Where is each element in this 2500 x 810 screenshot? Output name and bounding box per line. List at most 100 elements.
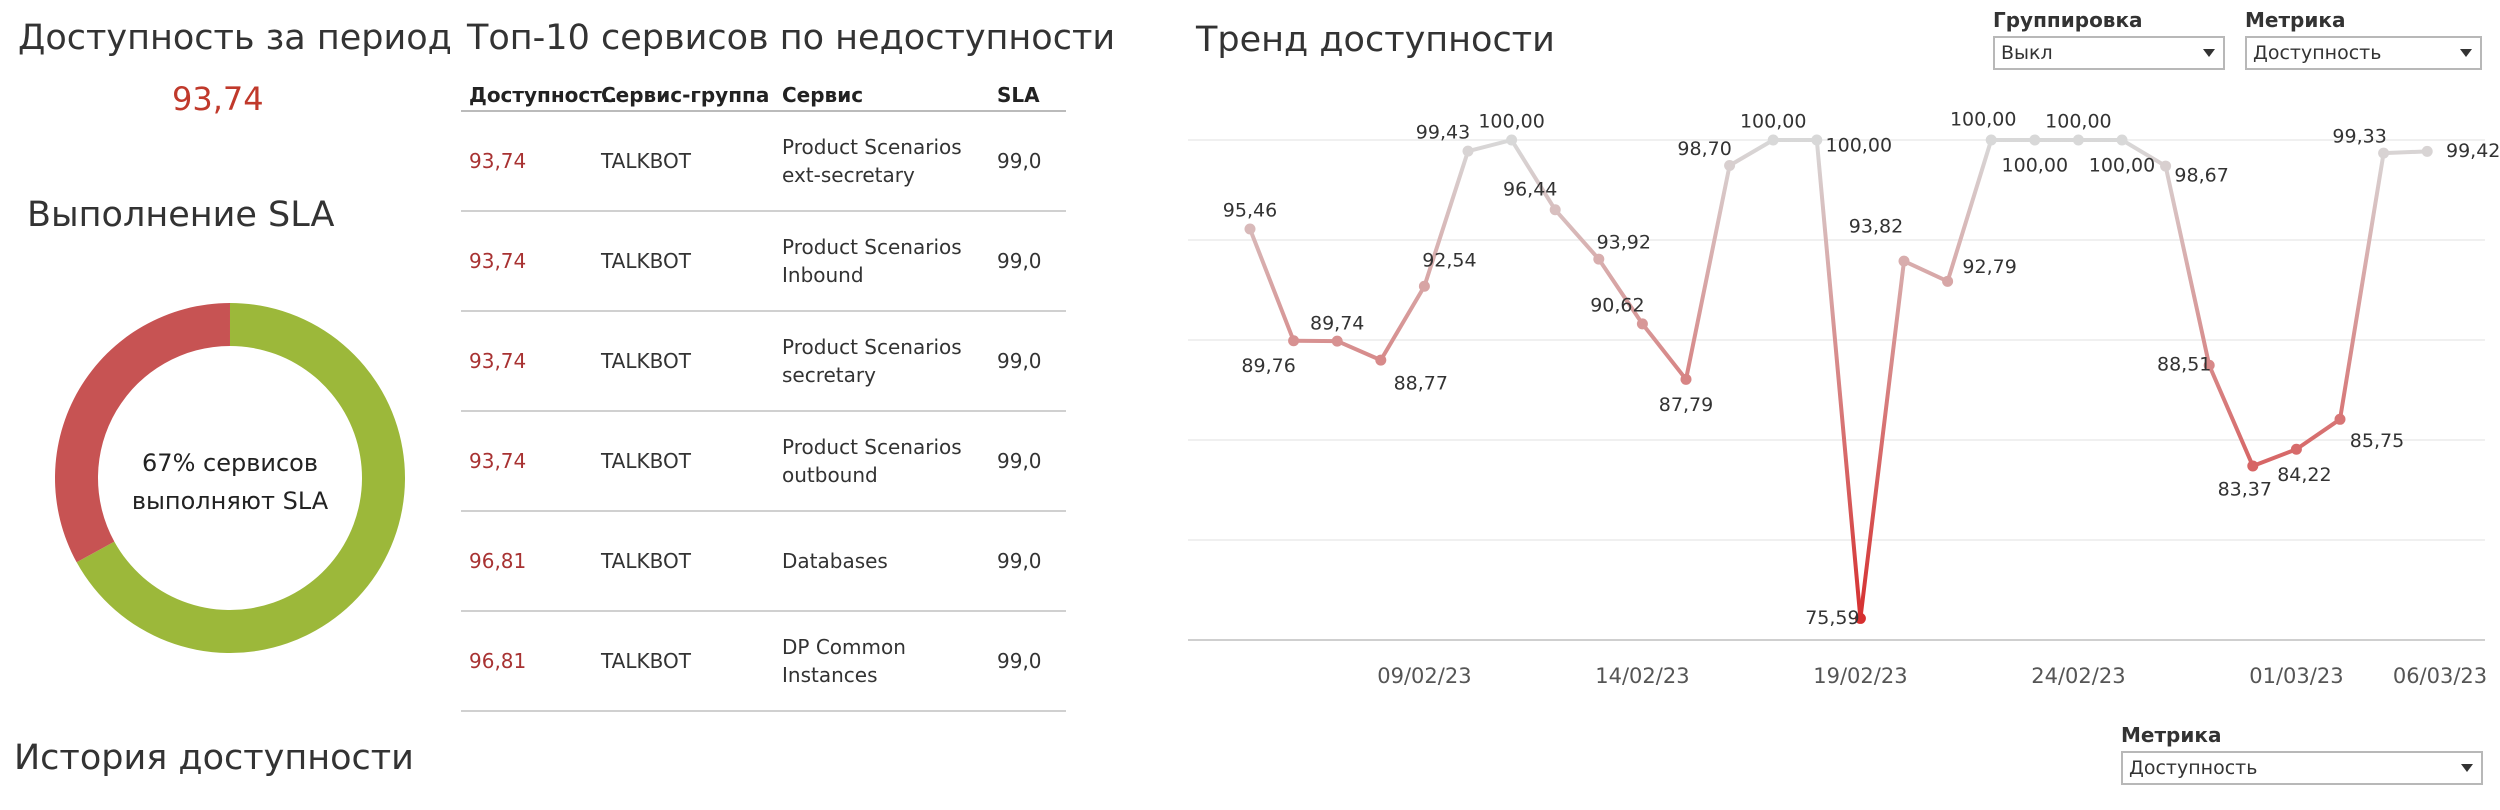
- cell-availability: 96,81: [469, 549, 527, 573]
- table-row[interactable]: 93,74 TALKBOT Product Scenarios outbound …: [461, 412, 1066, 512]
- trend-point[interactable]: [2029, 134, 2041, 146]
- trend-point[interactable]: [1898, 255, 1910, 267]
- trend-data-label: 98,67: [2174, 165, 2228, 187]
- trend-line-segment: [1378, 284, 1427, 363]
- cell-sla: 99,0: [997, 349, 1042, 373]
- cell-sla: 99,0: [997, 449, 1042, 473]
- x-tick-label: 01/03/23: [2249, 664, 2343, 688]
- trend-point[interactable]: [2116, 134, 2128, 146]
- trend-point[interactable]: [1244, 223, 1256, 235]
- col-availability[interactable]: Доступност..: [469, 83, 618, 107]
- x-tick-label: 09/02/23: [1377, 664, 1471, 688]
- cell-sla: 99,0: [997, 549, 1042, 573]
- metric-select[interactable]: Доступность: [2245, 36, 2482, 70]
- trend-line-segment: [2294, 417, 2342, 452]
- trend-line-segment: [1945, 138, 1994, 284]
- cell-service: Product Scenarios Inbound: [782, 235, 962, 287]
- trend-point[interactable]: [1811, 134, 1823, 146]
- trend-line-segment: [2381, 149, 2430, 156]
- trend-point[interactable]: [2290, 443, 2302, 455]
- trend-data-label: 99,33: [2332, 126, 2386, 148]
- trend-data-label: 75,59: [1805, 607, 1859, 629]
- trend-point[interactable]: [1331, 335, 1343, 347]
- cell-service: Product Scenarios outbound: [782, 435, 962, 487]
- trend-point[interactable]: [1942, 275, 1954, 287]
- availability-title: Доступность за период: [18, 18, 452, 58]
- x-tick-label: 06/03/23: [2393, 664, 2487, 688]
- grouping-select-value: Выкл: [2001, 42, 2053, 64]
- metric2-label: Метрика: [2121, 723, 2222, 747]
- cell-availability: 93,74: [469, 349, 527, 373]
- trend-data-label: 88,77: [1394, 373, 1448, 395]
- trend-data-label: 93,82: [1849, 216, 1903, 238]
- trend-point[interactable]: [1506, 134, 1518, 146]
- table-row[interactable]: 96,81 TALKBOT DP Common Instances 99,0: [461, 612, 1066, 712]
- cell-group: TALKBOT: [601, 149, 691, 173]
- trend-point[interactable]: [2421, 145, 2433, 157]
- col-service-group[interactable]: Сервис-группа: [601, 83, 770, 107]
- top10-title: Топ-10 сервисов по недоступности: [467, 18, 1116, 58]
- metric2-select-value: Доступность: [2129, 757, 2258, 779]
- trend-point[interactable]: [1462, 145, 1474, 157]
- chevron-down-icon: [2460, 49, 2472, 57]
- trend-data-label: 100,00: [2002, 155, 2068, 177]
- trend-point[interactable]: [1767, 134, 1779, 146]
- trend-data-label: 96,44: [1503, 178, 1557, 200]
- trend-title: Тренд доступности: [1196, 20, 1555, 60]
- trend-point[interactable]: [1985, 134, 1997, 146]
- trend-point[interactable]: [2378, 147, 2390, 159]
- chevron-down-icon: [2203, 49, 2215, 57]
- trend-line-segment: [1466, 138, 1514, 154]
- col-service[interactable]: Сервис: [782, 83, 864, 107]
- trend-data-label: 100,00: [1478, 111, 1544, 133]
- trend-data-label: 100,00: [2089, 155, 2155, 177]
- cell-sla: 99,0: [997, 649, 1042, 673]
- trend-point[interactable]: [1418, 280, 1430, 292]
- trend-line-segment: [2163, 164, 2212, 368]
- cell-service: DP Common Instances: [782, 635, 906, 687]
- cell-group: TALKBOT: [601, 649, 691, 673]
- trend-point[interactable]: [1854, 612, 1866, 624]
- cell-availability: 93,74: [469, 149, 527, 173]
- table-row[interactable]: 93,74 TALKBOT Product Scenarios secretary…: [461, 312, 1066, 412]
- trend-data-label: 92,79: [1962, 256, 2016, 278]
- trend-data-label: 90,62: [1590, 294, 1644, 316]
- metric-label: Метрика: [2245, 8, 2346, 32]
- grouping-select[interactable]: Выкл: [1993, 36, 2225, 70]
- trend-point[interactable]: [1636, 318, 1648, 330]
- cell-availability: 93,74: [469, 449, 527, 473]
- trend-point[interactable]: [2247, 460, 2259, 472]
- trend-line-segment: [1858, 259, 1906, 621]
- cell-group: TALKBOT: [601, 549, 691, 573]
- trend-point[interactable]: [2203, 359, 2215, 371]
- sla-center-line1: 67% сервисов: [142, 449, 318, 477]
- col-sla[interactable]: SLA: [997, 83, 1040, 107]
- trend-line-segment: [1509, 138, 1558, 212]
- trend-data-label: 89,76: [1241, 355, 1295, 377]
- table-row[interactable]: 93,74 TALKBOT Product Scenarios Inbound 9…: [461, 212, 1066, 312]
- table-row[interactable]: 93,74 TALKBOT Product Scenarios ext-secre…: [461, 112, 1066, 212]
- trend-point[interactable]: [1549, 204, 1561, 216]
- sla-title: Выполнение SLA: [27, 195, 335, 235]
- trend-point[interactable]: [1288, 335, 1300, 347]
- trend-point[interactable]: [1593, 253, 1605, 265]
- sla-segment-not-meeting[interactable]: [55, 303, 230, 563]
- trend-point[interactable]: [1724, 159, 1736, 171]
- trend-point[interactable]: [2334, 413, 2346, 425]
- trend-line-segment: [1422, 149, 1470, 289]
- trend-point[interactable]: [2072, 134, 2084, 146]
- table-row[interactable]: 96,81 TALKBOT Databases 99,0: [461, 512, 1066, 612]
- trend-data-label: 88,51: [2157, 354, 2211, 376]
- chevron-down-icon: [2461, 764, 2473, 772]
- trend-line-segment: [2338, 151, 2386, 422]
- sla-center-line2: выполняют SLA: [132, 487, 329, 515]
- trend-data-label: 92,54: [1422, 250, 1476, 272]
- trend-point[interactable]: [1375, 354, 1387, 366]
- metric2-select[interactable]: Доступность: [2121, 751, 2483, 785]
- trend-point[interactable]: [2160, 160, 2172, 172]
- trend-line-segment: [1596, 257, 1645, 326]
- trend-point[interactable]: [1680, 373, 1692, 385]
- trend-data-label: 89,74: [1310, 313, 1364, 335]
- x-tick-label: 24/02/23: [2031, 664, 2125, 688]
- trend-line-segment: [1684, 163, 1732, 382]
